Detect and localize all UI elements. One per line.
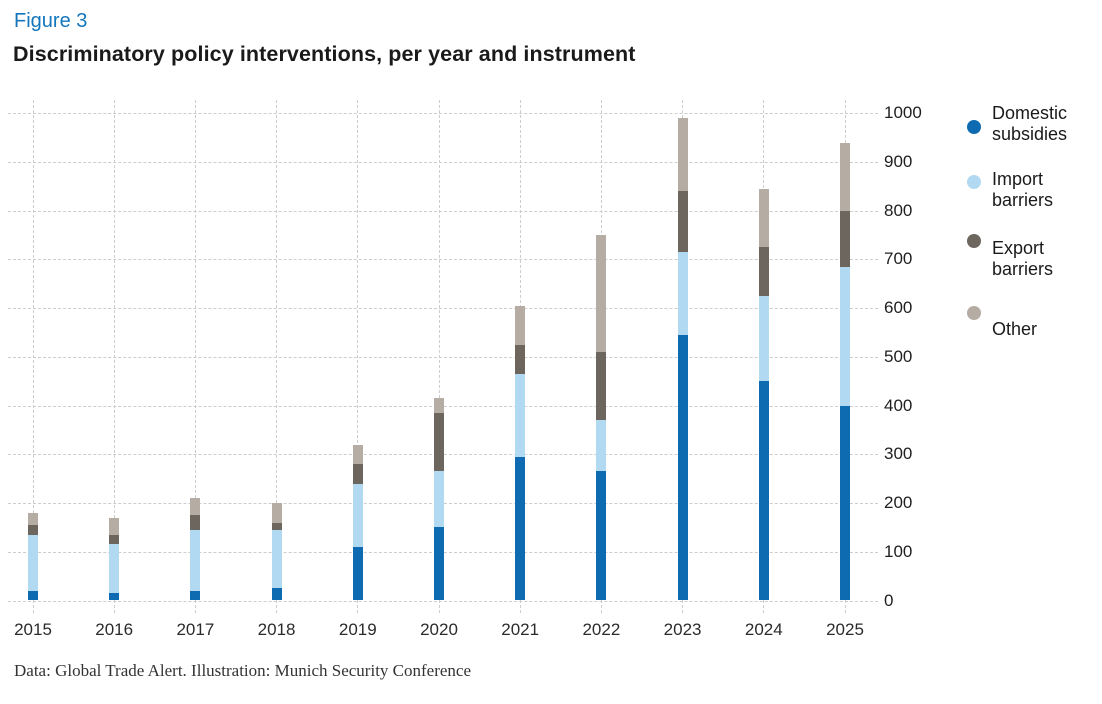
y-axis-tick-label: 700	[884, 249, 913, 269]
bar-segment-2019-export-barriers	[352, 464, 363, 484]
x-axis-year-label: 2023	[663, 620, 702, 639]
gridline-vertical	[276, 100, 278, 613]
gridline-horizontal	[8, 259, 878, 261]
legend-label-export-barriers: Export barriers	[992, 238, 1054, 279]
bar-segment-2023-import-barriers	[677, 252, 688, 335]
bar-segment-2020-other	[434, 398, 444, 413]
bar-segment-2022-other	[596, 235, 607, 353]
legend-label-domestic-subsidies: Domestic subsidies	[992, 103, 1068, 144]
bar-segment-2020-import-barriers	[434, 471, 444, 528]
bar-segment-2022-export-barriers	[596, 352, 607, 421]
bar-segment-2019-domestic-subsidies	[352, 546, 363, 601]
legend-dot-export-barriers	[967, 234, 981, 248]
bar-segment-2017-import-barriers	[190, 529, 201, 591]
bar-segment-2022-import-barriers	[596, 420, 607, 472]
x-axis-year-label: 2019	[338, 620, 377, 639]
chart-title: Discriminatory policy interventions, per…	[13, 42, 636, 66]
bar-segment-2019-other	[352, 444, 363, 465]
bar-segment-2023-other	[677, 118, 688, 192]
legend-label-other: Other	[992, 319, 1038, 339]
gridline-vertical	[194, 100, 196, 613]
gridline-horizontal	[8, 162, 878, 164]
gridline-vertical	[438, 100, 440, 613]
y-axis-tick-label: 600	[884, 298, 913, 318]
x-axis-year-label: 2024	[744, 620, 783, 639]
bar-segment-2015-import-barriers	[28, 534, 38, 591]
bar-segment-2025-domestic-subsidies	[840, 405, 850, 601]
y-axis-tick-label: 500	[884, 346, 913, 366]
source-credit: Data: Global Trade Alert. Illustration: …	[14, 661, 472, 680]
bar-segment-2021-import-barriers	[515, 373, 526, 457]
x-axis-year-label: 2016	[95, 620, 134, 639]
x-axis-year-label: 2020	[420, 620, 458, 639]
bar-segment-2020-domestic-subsidies	[434, 527, 444, 601]
gridline-vertical	[357, 100, 359, 613]
gridline-horizontal	[8, 308, 878, 310]
gridline-horizontal	[8, 356, 878, 358]
bar-segment-2018-import-barriers	[271, 529, 282, 589]
x-axis-year-label: 2022	[582, 620, 621, 639]
x-axis-year-label: 2018	[257, 620, 296, 639]
bar-segment-2024-domestic-subsidies	[758, 381, 769, 601]
y-axis-tick-label: 0	[884, 590, 894, 610]
gridline-horizontal	[8, 113, 878, 115]
bar-segment-2018-other	[271, 503, 282, 523]
bar-segment-2017-other	[190, 498, 201, 516]
x-axis-year-label: 2015	[14, 620, 52, 639]
bar-segment-2025-import-barriers	[840, 266, 850, 406]
legend-dot-domestic-subsidies	[967, 120, 981, 134]
bar-segment-2015-other	[28, 512, 38, 525]
legend-dot-import-barriers	[967, 175, 981, 189]
x-axis-year-label: 2025	[826, 620, 864, 639]
bar-segment-2019-import-barriers	[352, 483, 363, 547]
bar-segment-2025-other	[840, 142, 850, 211]
y-axis-tick-label: 300	[884, 444, 913, 464]
gridline-vertical	[113, 100, 115, 613]
figure-label: Figure 3	[14, 10, 88, 32]
bar-segment-2018-domestic-subsidies	[271, 588, 282, 601]
gridline-horizontal	[8, 600, 878, 602]
bar-segment-2024-import-barriers	[758, 296, 769, 382]
y-axis-tick-label: 1000	[884, 103, 922, 123]
bar-segment-2021-domestic-subsidies	[515, 456, 526, 601]
bar-segment-2022-domestic-subsidies	[596, 471, 607, 601]
y-axis-tick-label: 200	[884, 493, 913, 513]
bar-segment-2018-export-barriers	[271, 522, 282, 530]
gridline-horizontal	[8, 210, 878, 212]
bar-segment-2017-export-barriers	[190, 515, 201, 530]
bar-segment-2016-other	[109, 517, 120, 535]
y-axis-tick-label: 100	[884, 541, 913, 561]
bar-segment-2017-domestic-subsidies	[190, 590, 201, 601]
bar-segment-2024-other	[758, 188, 769, 248]
y-axis-tick-label: 400	[884, 395, 913, 415]
bar-segment-2023-domestic-subsidies	[677, 334, 688, 601]
bar-segment-2021-other	[515, 305, 526, 345]
bar-segment-2020-export-barriers	[434, 412, 444, 472]
x-axis-year-label: 2017	[176, 620, 215, 639]
y-axis-tick-label: 900	[884, 152, 913, 172]
legend-label-import-barriers: Import barriers	[992, 169, 1054, 210]
bar-segment-2023-export-barriers	[677, 191, 688, 253]
legend-dot-other	[967, 306, 981, 320]
bar-segment-2021-export-barriers	[515, 344, 526, 374]
bar-segment-2016-export-barriers	[109, 534, 120, 545]
y-axis-tick-label: 800	[884, 200, 913, 220]
bar-segment-2025-export-barriers	[840, 210, 850, 267]
bar-segment-2016-domestic-subsidies	[109, 593, 120, 601]
bar-segment-2016-import-barriers	[109, 544, 120, 594]
gridline-vertical	[32, 100, 34, 613]
bar-segment-2024-export-barriers	[758, 247, 769, 296]
bar-segment-2015-domestic-subsidies	[28, 590, 38, 601]
bar-segment-2015-export-barriers	[28, 524, 38, 535]
x-axis-year-label: 2021	[501, 620, 540, 639]
